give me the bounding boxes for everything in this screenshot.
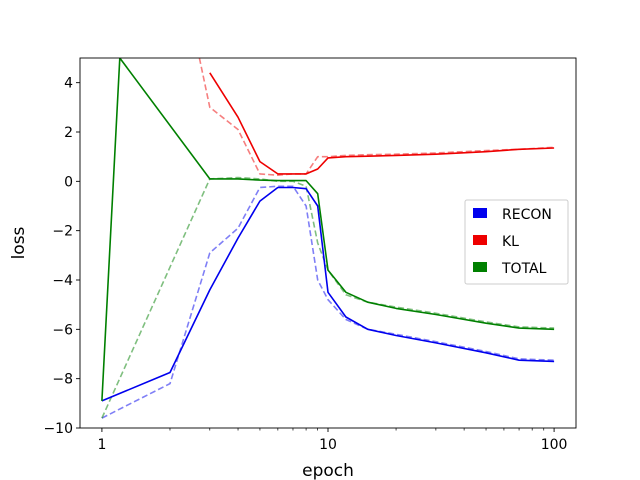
y-tick-label: −4 bbox=[52, 273, 73, 289]
legend-swatch-recon bbox=[473, 208, 487, 218]
y-axis-label: loss bbox=[9, 226, 29, 259]
y-tick-label: −10 bbox=[43, 421, 73, 437]
y-tick-label: −2 bbox=[52, 224, 73, 240]
legend-box bbox=[464, 199, 569, 285]
x-tick-label: 100 bbox=[541, 437, 568, 453]
legend-label-recon: RECON bbox=[502, 207, 552, 223]
y-tick-label: 2 bbox=[64, 125, 73, 141]
axis-ticks: 1 10 100 −10 −8 −6 −4 −2 0 2 4 bbox=[43, 76, 567, 453]
legend-label-kl: KL bbox=[502, 234, 519, 250]
x-tick-label: 1 bbox=[97, 437, 106, 453]
legend: RECON KL TOTAL bbox=[464, 199, 569, 285]
series-line-recon bbox=[101, 186, 555, 402]
plot-area bbox=[101, 58, 555, 419]
series-line-total bbox=[101, 58, 555, 401]
y-tick-label: −8 bbox=[52, 372, 73, 388]
legend-label-total: TOTAL bbox=[501, 261, 547, 277]
series-line-kl-dashed bbox=[198, 58, 555, 176]
y-tick-label: 0 bbox=[64, 174, 73, 190]
series-line-total-dashed bbox=[101, 176, 555, 419]
y-tick-label: 4 bbox=[64, 76, 73, 92]
x-tick-label: 10 bbox=[319, 437, 337, 453]
y-tick-label: −6 bbox=[52, 322, 73, 338]
series-line-recon-dashed bbox=[101, 185, 555, 419]
legend-swatch-kl bbox=[473, 235, 487, 245]
series-line-kl bbox=[209, 72, 555, 175]
x-axis-label: epoch bbox=[302, 461, 354, 480]
legend-swatch-total bbox=[473, 262, 487, 272]
